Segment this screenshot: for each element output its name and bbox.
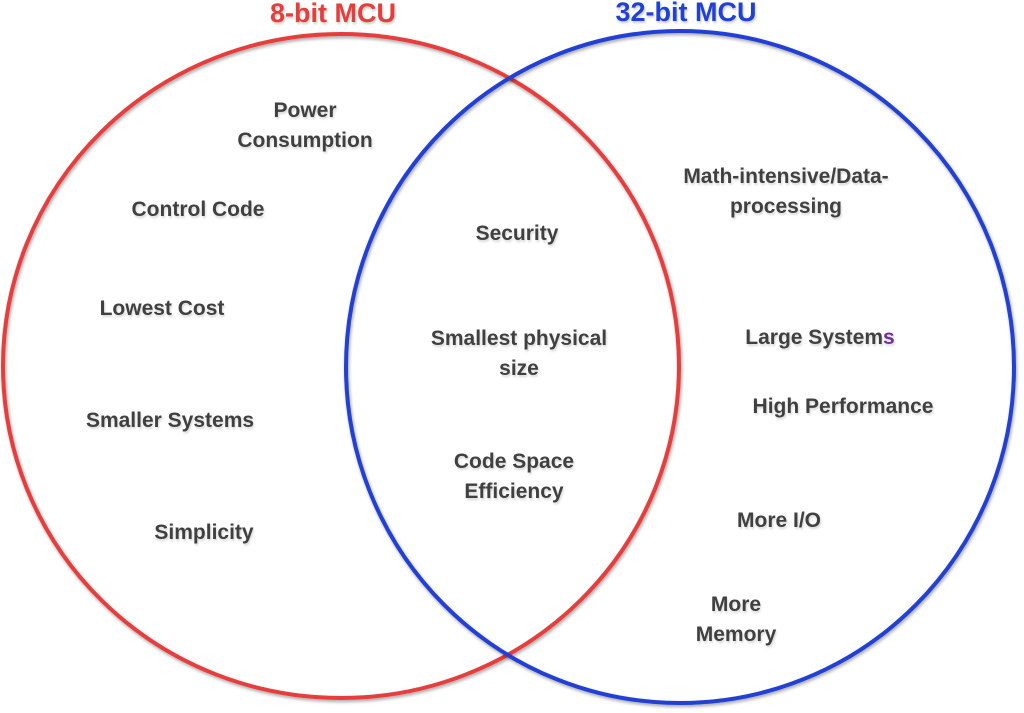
label-large-systems-main: Large System bbox=[745, 326, 884, 349]
circle-32bit bbox=[344, 29, 1016, 705]
label-large-systems-suffix: s bbox=[883, 326, 895, 349]
label-power-consumption: Power Consumption bbox=[237, 99, 373, 152]
circle-8bit bbox=[1, 32, 681, 700]
label-smallest-physical-size: Smallest physical size bbox=[430, 327, 608, 380]
label-code-space-efficiency: Code Space Efficiency bbox=[453, 450, 575, 503]
label-high-performance: High Performance bbox=[752, 395, 934, 418]
title-32bit-mcu: 32-bit MCU bbox=[615, 0, 757, 27]
label-lowest-cost: Lowest Cost bbox=[99, 297, 225, 320]
label-more-io: More I/O bbox=[736, 509, 822, 532]
label-smaller-systems: Smaller Systems bbox=[85, 409, 255, 432]
label-control-code: Control Code bbox=[131, 198, 265, 221]
label-more-memory: More Memory bbox=[695, 593, 777, 646]
label-large-systems: Large Systems bbox=[745, 293, 894, 353]
label-simplicity: Simplicity bbox=[154, 521, 254, 544]
label-math-intensive-data-processing: Math-intensive/Data- processing bbox=[683, 165, 889, 218]
label-security: Security bbox=[475, 222, 559, 245]
title-8bit-mcu: 8-bit MCU bbox=[270, 0, 396, 28]
